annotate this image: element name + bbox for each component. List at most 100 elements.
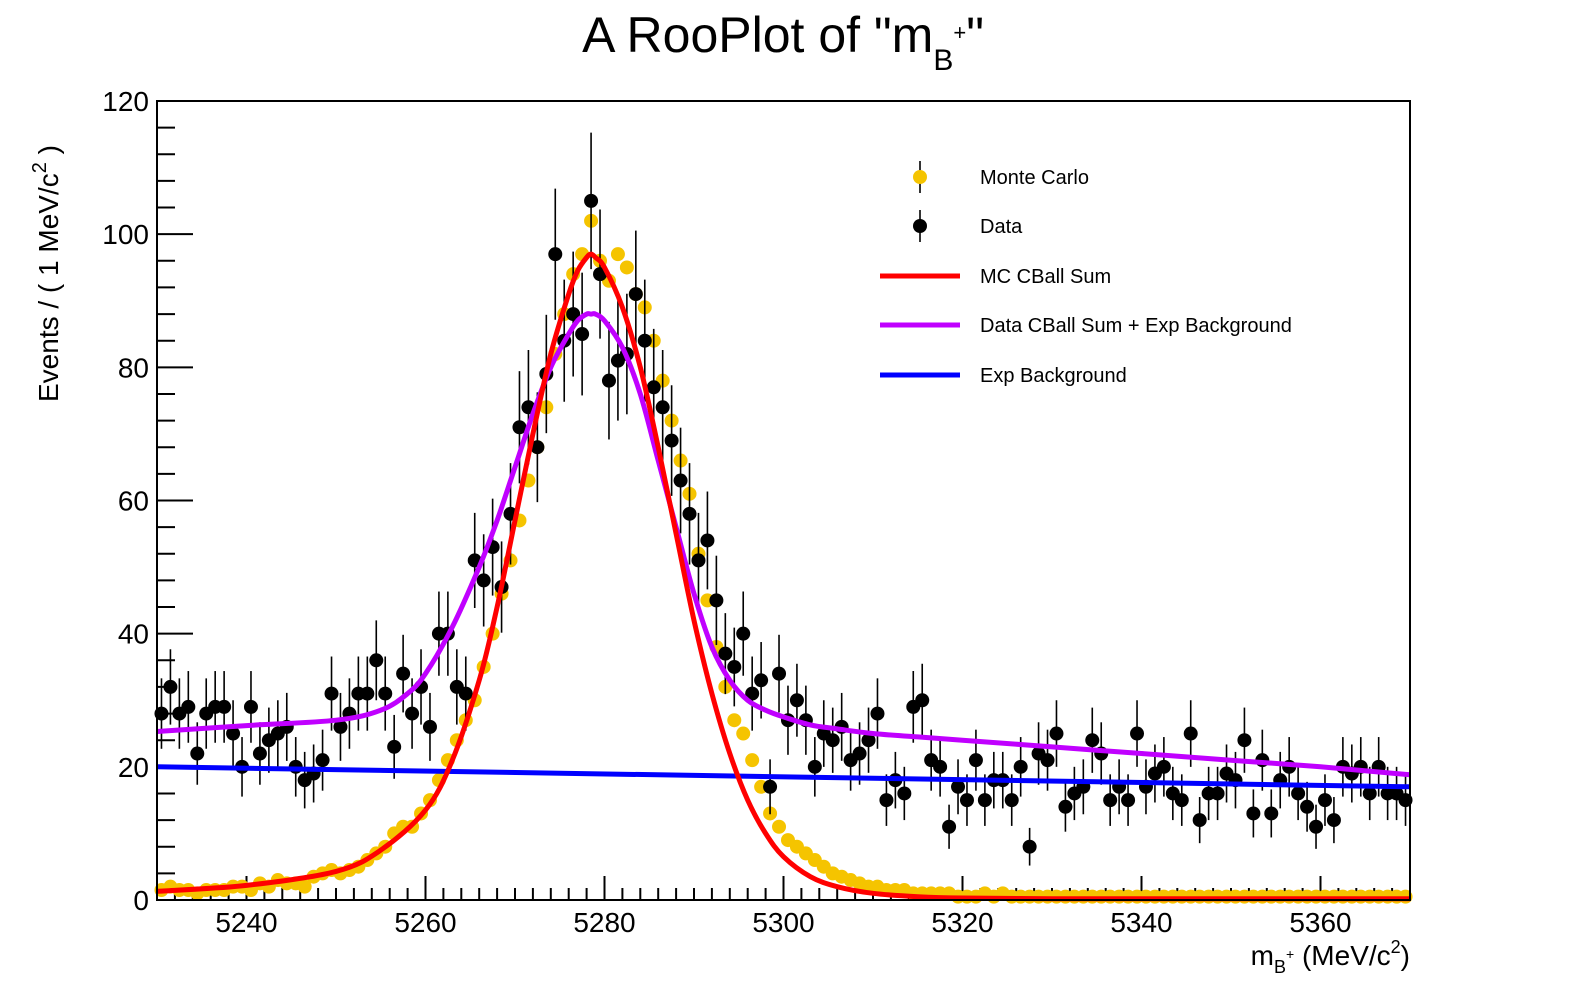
data-point	[378, 686, 393, 701]
data-point	[575, 327, 590, 342]
data-point	[217, 699, 232, 714]
data-point	[879, 793, 894, 808]
data-point	[1174, 793, 1189, 808]
legend-marker	[913, 219, 927, 233]
data-point	[1326, 813, 1341, 828]
data-point	[968, 753, 983, 768]
legend-label: Exp Background	[980, 365, 1127, 387]
data-point	[1192, 813, 1207, 828]
data-point	[1362, 786, 1377, 801]
data-point	[1246, 806, 1261, 821]
data-point	[852, 746, 867, 761]
legend: Monte Carlo Data MC CBall Sum Data CBall Su…	[880, 161, 1292, 387]
data-point	[1309, 819, 1324, 834]
data-point	[1121, 793, 1136, 808]
y-tick-label: 0	[133, 885, 149, 916]
data-point	[664, 433, 679, 448]
data-points	[154, 132, 1413, 866]
data-point	[1317, 793, 1332, 808]
legend-label: Data	[980, 216, 1023, 238]
data-point	[405, 706, 420, 721]
data-point	[942, 819, 957, 834]
data-point	[1210, 786, 1225, 801]
y-tick-label: 100	[102, 219, 149, 250]
exp-background-curve	[156, 764, 1411, 790]
data-point	[1103, 793, 1118, 808]
mc-point	[727, 713, 742, 728]
data-point	[763, 779, 778, 794]
mc-point	[772, 819, 787, 834]
data-point	[1049, 726, 1064, 741]
chart-title: A RooPlot of "mB+"	[582, 7, 984, 77]
data-point	[163, 679, 178, 694]
y-tick-label: 40	[118, 619, 149, 650]
data-point	[861, 733, 876, 748]
data-point	[566, 307, 581, 322]
data-point	[825, 733, 840, 748]
data-point	[226, 726, 241, 741]
data-point	[718, 646, 733, 661]
data-point	[682, 506, 697, 521]
data-point	[387, 739, 402, 754]
x-tick-label: 5300	[752, 907, 814, 938]
data-point	[789, 693, 804, 708]
data-point	[360, 686, 375, 701]
mc-point	[297, 879, 312, 894]
data-point	[727, 659, 742, 674]
data-point	[1004, 793, 1019, 808]
data-point	[1058, 799, 1073, 814]
data-point	[700, 533, 715, 548]
x-tick-label: 5360	[1289, 907, 1351, 938]
data-point	[548, 247, 563, 262]
data-point	[530, 440, 545, 455]
data-point	[252, 746, 267, 761]
data-point	[1291, 786, 1306, 801]
y-tick-label: 120	[102, 86, 149, 117]
data-point	[458, 686, 473, 701]
data-point	[736, 626, 751, 641]
data-point	[637, 333, 652, 348]
data-point	[754, 673, 769, 688]
mc-point	[619, 260, 634, 275]
data-point	[324, 686, 339, 701]
data-point	[369, 653, 384, 668]
mc-point	[610, 247, 625, 262]
data-point	[915, 693, 930, 708]
data-point	[1183, 726, 1198, 741]
data-point	[333, 719, 348, 734]
data-point	[959, 793, 974, 808]
data-point	[655, 400, 670, 415]
mc-point	[745, 753, 760, 768]
x-tick-label: 5260	[394, 907, 456, 938]
data-point	[673, 473, 688, 488]
data-point	[243, 699, 258, 714]
data-point	[1085, 733, 1100, 748]
data-point	[584, 193, 599, 208]
data-point	[1156, 759, 1171, 774]
x-tick-label: 5320	[931, 907, 993, 938]
legend-marker	[913, 170, 927, 184]
data-point	[1264, 806, 1279, 821]
data-point	[897, 786, 912, 801]
data-point	[1013, 759, 1028, 774]
data-point	[512, 420, 527, 435]
x-tick-label: 5280	[573, 907, 635, 938]
data-point	[396, 666, 411, 681]
data-point	[422, 719, 437, 734]
data-point	[1237, 733, 1252, 748]
data-point	[709, 593, 724, 608]
data-point	[977, 793, 992, 808]
legend-label: Monte Carlo	[980, 167, 1089, 189]
x-tick-label: 5240	[215, 907, 277, 938]
data-point	[870, 706, 885, 721]
mc-point	[736, 726, 751, 741]
data-point	[1022, 839, 1037, 854]
legend-label: MC CBall Sum	[980, 266, 1111, 288]
plot-frame	[156, 100, 1411, 901]
fit-curves	[156, 251, 1411, 902]
data-point	[951, 779, 966, 794]
data-point	[646, 380, 661, 395]
data-point	[772, 666, 787, 681]
